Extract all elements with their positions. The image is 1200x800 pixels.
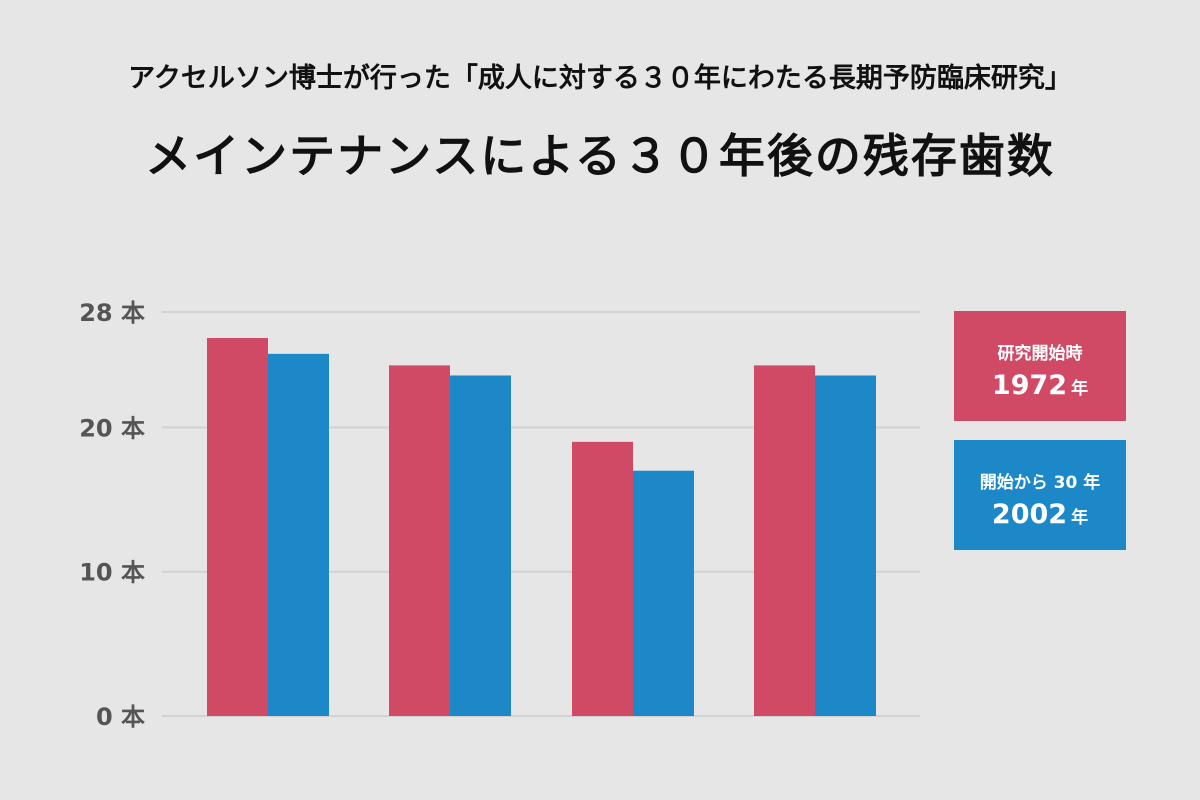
bar-series2-group2 — [450, 375, 511, 716]
bar-series1-group1 — [207, 337, 268, 716]
y-tick-label: 28 本 — [79, 299, 145, 327]
bar-series2-group4 — [815, 375, 876, 716]
bar-series1-group2 — [389, 365, 450, 716]
legend-year-unit-2002: 年 — [1071, 508, 1089, 528]
chart-subtitle: アクセルソン博士が行った「成人に対する３０年にわたる長期予防臨床研究」 — [128, 63, 1072, 94]
legend-year-2002: 2002 年 — [954, 499, 1126, 530]
legend-item-2002: 開始から 30 年 2002 年 — [954, 440, 1126, 550]
y-tick-label: 20 本 — [79, 414, 145, 442]
legend-year-value-2002: 2002 — [991, 499, 1068, 530]
legend-year-1972: 1972 年 — [954, 370, 1126, 401]
y-tick-label: 10 本 — [79, 559, 145, 587]
legend-label-2002: 開始から 30 年 — [979, 473, 1101, 493]
legend-item-1972: 研究開始時 1972 年 — [954, 311, 1126, 421]
bar-series2-group1 — [268, 353, 329, 716]
chart-title: メインテナンスによる３０年後の残存歯数 — [145, 129, 1055, 183]
legend-year-value-1972: 1972 — [991, 370, 1068, 401]
bar-series1-group4 — [754, 365, 815, 716]
y-tick-label: 0 本 — [96, 703, 145, 731]
bar-series1-group3 — [572, 441, 633, 716]
legend-year-unit-1972: 年 — [1071, 379, 1089, 399]
legend-label-1972: 研究開始時 — [997, 344, 1083, 364]
bar-series2-group3 — [633, 470, 694, 716]
